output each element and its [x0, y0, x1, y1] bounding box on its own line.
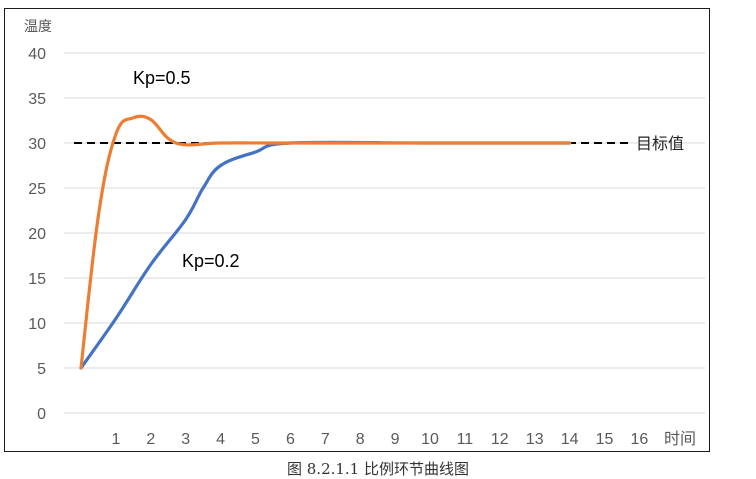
x-tick-label: 13	[526, 431, 544, 448]
x-tick-label: 9	[391, 431, 400, 448]
grid-lines	[64, 52, 705, 414]
y-tick-label: 0	[37, 406, 46, 423]
y-tick-label: 40	[28, 46, 46, 63]
x-tick-label: 6	[286, 431, 295, 448]
y-tick-label: 25	[28, 181, 46, 198]
y-tick-label: 20	[28, 226, 46, 243]
figure-caption: 图 8.2.1.1 比例环节曲线图	[286, 460, 469, 478]
x-tick-label: 11	[457, 431, 474, 448]
x-tick-label: 10	[421, 431, 439, 448]
x-tick-label: 1	[111, 431, 120, 448]
series-annotation-kp-0-2: Kp=0.2	[182, 251, 240, 271]
y-tick-label: 15	[28, 271, 46, 288]
x-tick-label: 5	[251, 431, 260, 448]
x-tick-labels: 1 2 3 4 5 6 7 8 9 10 11 12 13 14 15 16	[111, 431, 648, 448]
series-line-kp-0-2	[79, 140, 572, 370]
series-line-kp-0-5	[79, 114, 572, 370]
x-axis-label: 时间	[664, 430, 696, 448]
y-tick-label: 5	[37, 361, 46, 378]
target-label: 目标值	[636, 134, 684, 153]
y-axis-label: 温度	[24, 19, 52, 35]
x-tick-label: 7	[321, 431, 330, 448]
x-tick-label: 4	[216, 431, 225, 448]
y-tick-label: 35	[28, 91, 46, 108]
y-tick-label: 10	[28, 316, 46, 333]
x-tick-label: 12	[491, 431, 509, 448]
x-tick-label: 3	[181, 431, 190, 448]
series-annotation-kp-0-5: Kp=0.5	[133, 68, 191, 88]
x-tick-label: 8	[356, 431, 365, 448]
x-tick-label: 2	[146, 431, 155, 448]
chart-frame	[4, 8, 710, 452]
y-tick-label: 30	[28, 136, 46, 153]
x-tick-label: 15	[596, 431, 614, 448]
y-tick-labels: 0 5 10 15 20 25 30 35 40	[28, 46, 46, 423]
x-tick-label: 16	[631, 431, 649, 448]
x-tick-label: 14	[561, 431, 579, 448]
